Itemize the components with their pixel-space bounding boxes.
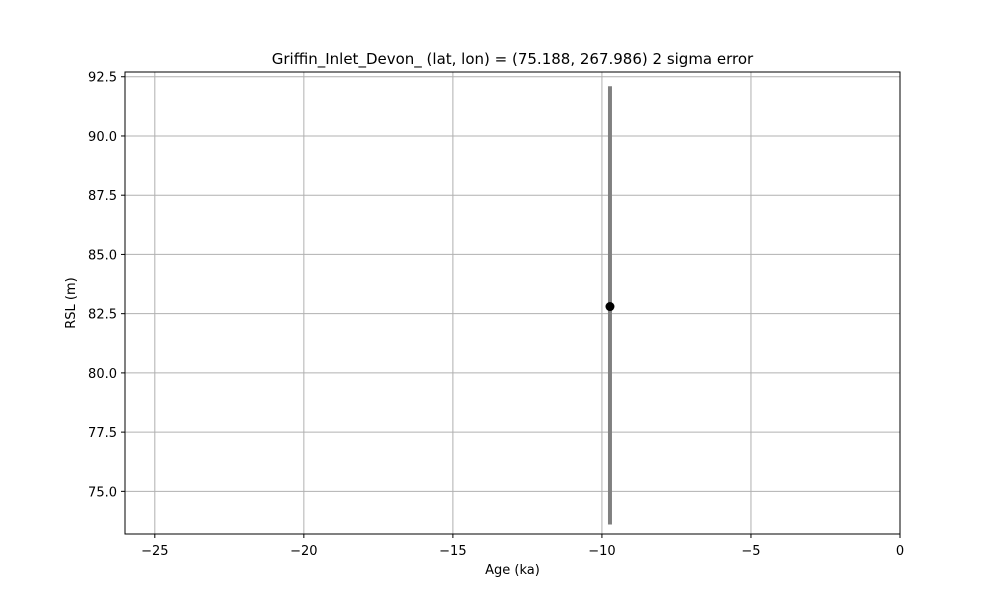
- x-tick-label: 0: [896, 544, 904, 559]
- x-tick-label: −10: [588, 544, 615, 559]
- x-tick-label: −15: [439, 544, 466, 559]
- y-tick-label: 75.0: [88, 485, 117, 500]
- y-tick-label: 87.5: [88, 189, 117, 204]
- y-tick-label: 80.0: [88, 367, 117, 382]
- y-tick-label: 82.5: [88, 308, 117, 323]
- y-tick-label: 92.5: [88, 71, 117, 86]
- chart-title: Griffin_Inlet_Devon_ (lat, lon) = (75.18…: [272, 50, 754, 69]
- y-tick-label: 90.0: [88, 130, 117, 145]
- x-tick-label: −5: [741, 544, 760, 559]
- x-tick-label: −25: [141, 544, 168, 559]
- y-tick-label: 77.5: [88, 426, 117, 441]
- y-tick-label: 85.0: [88, 248, 117, 263]
- data-point: [605, 302, 614, 311]
- y-axis-label: RSL (m): [64, 277, 79, 328]
- x-axis-label: Age (ka): [485, 563, 540, 578]
- x-tick-label: −20: [290, 544, 317, 559]
